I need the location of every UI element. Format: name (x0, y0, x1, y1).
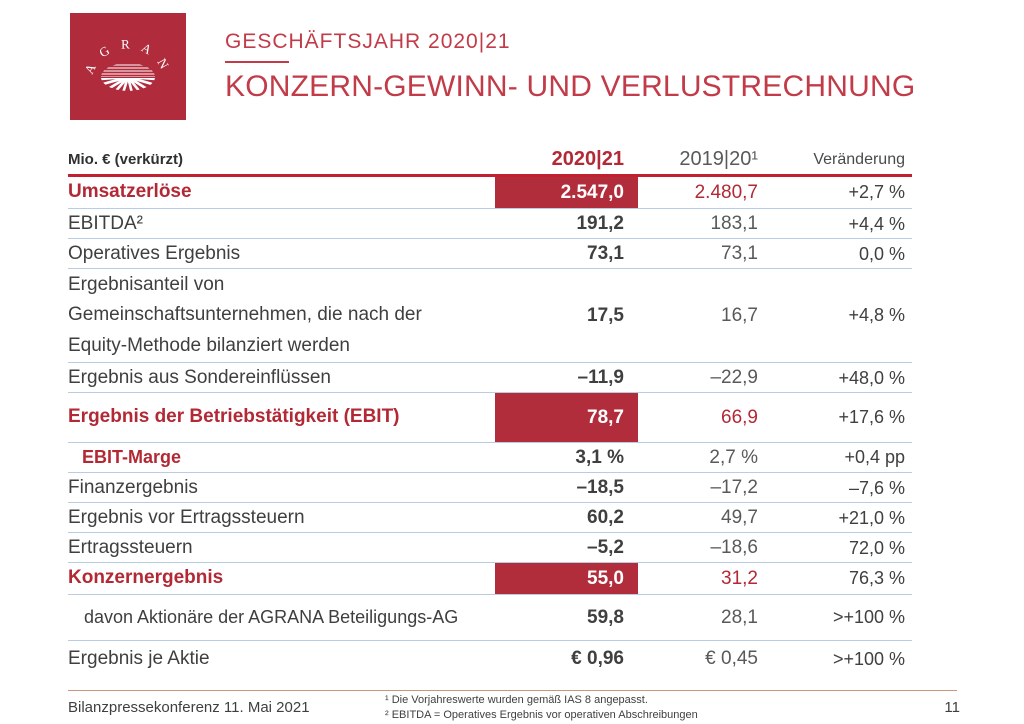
row-label: davon Aktionäre der AGRANA Beteiligungs-… (84, 607, 459, 628)
table-row: EBIT-Marge 3,1 % 2,7 % +0,4 pp (68, 443, 912, 473)
footnotes: ¹ Die Vorjahreswerte wurden gemäß IAS 8 … (385, 693, 698, 723)
row-value-2021: –11,9 (577, 367, 625, 389)
row-change: >+100 % (832, 648, 905, 669)
income-statement-table: Mio. € (verkürzt) 2020|21 2019|20¹ Verän… (68, 145, 912, 677)
row-value-2021: 17,5 (587, 304, 624, 326)
row-change: 0,0 % (858, 243, 905, 264)
page-number: 11 (944, 699, 960, 716)
table-row: davon Aktionäre der AGRANA Beteiligungs-… (68, 595, 912, 641)
row-value-2021: € 0,96 (571, 648, 624, 669)
page-title: KONZERN-GEWINN- UND VERLUSTRECHNUNG (225, 70, 916, 103)
logo-background (70, 13, 186, 120)
table-row: Operatives Ergebnis 73,1 73,1 0,0 % (68, 239, 912, 269)
row-label: Umsatzerlöse (68, 181, 192, 203)
row-change: >+100 % (832, 607, 905, 627)
row-value-2021: 3,1 % (575, 446, 624, 468)
row-change: 72,0 % (848, 537, 905, 558)
row-value-2021: 2.547,0 (495, 177, 638, 208)
row-value-2021: 73,1 (587, 243, 624, 265)
row-change: +2,7 % (848, 182, 905, 202)
table-row: Konzernergebnis 55,0 31,2 76,3 % (68, 563, 912, 595)
row-value-2020: 2.480,7 (694, 181, 758, 203)
table-row: Umsatzerlöse 2.547,0 2.480,7 +2,7 % (68, 177, 912, 209)
row-value-2021: –5,2 (587, 537, 624, 559)
row-change: +0,4 pp (844, 447, 905, 467)
row-value-2020: 31,2 (721, 567, 758, 589)
row-value-2020: 16,7 (721, 304, 758, 326)
subtitle-underline (225, 61, 289, 63)
row-change: –7,6 % (848, 477, 905, 498)
agrana-logo: A G R A N A (70, 13, 186, 120)
row-value-2020: –18,6 (710, 537, 758, 559)
row-value-2020: 183,1 (710, 213, 758, 235)
row-label: Ergebnis je Aktie (68, 647, 210, 669)
table-row: Ergebnis vor Ertragssteuern 60,2 49,7 +2… (68, 503, 912, 533)
row-change: +17,6 % (838, 407, 905, 427)
row-value-2021: 55,0 (495, 563, 638, 594)
row-label: EBIT-Marge (82, 447, 182, 468)
row-value-2021: 78,7 (495, 393, 638, 442)
row-label: Ergebnis der Betriebstätigkeit (EBIT) (68, 406, 400, 428)
row-value-2020: 28,1 (721, 606, 758, 628)
footer-divider (68, 690, 957, 691)
row-label: Ergebnis aus Sondereinflüssen (68, 367, 332, 388)
table-row: Finanzergebnis –18,5 –17,2 –7,6 % (68, 473, 912, 503)
row-value-2020: 73,1 (721, 243, 758, 265)
row-value-2020: € 0,45 (705, 648, 758, 669)
table-row: Ergebnisanteil von Gemeinschaftsunterneh… (68, 269, 912, 363)
row-change: +48,0 % (838, 367, 905, 388)
table-row: Ergebnis je Aktie € 0,96 € 0,45 >+100 % (68, 641, 912, 677)
row-value-2020: –17,2 (710, 477, 758, 499)
row-value-2021: 60,2 (587, 507, 624, 529)
row-change: +21,0 % (838, 507, 905, 528)
row-value-2020: 2,7 % (709, 446, 758, 468)
table-row: EBITDA² 191,2 183,1 +4,4 % (68, 209, 912, 239)
column-header-2020-21: 2020|21 (551, 148, 624, 170)
row-change: 76,3 % (848, 568, 905, 588)
slide-subtitle: GESCHÄFTSJAHR 2020|21 (225, 30, 511, 53)
row-value-2021: 59,8 (587, 606, 624, 628)
footnote-2: ² EBITDA = Operatives Ergebnis vor opera… (385, 708, 698, 721)
row-label: Konzernergebnis (68, 567, 224, 589)
row-value-2020: 66,9 (721, 406, 758, 428)
income-table-body: Umsatzerlöse 2.547,0 2.480,7 +2,7 % EBIT… (68, 177, 912, 677)
row-label: Ertragssteuern (68, 537, 193, 558)
table-row: Ertragssteuern –5,2 –18,6 72,0 % (68, 533, 912, 563)
column-header-change: Veränderung (813, 150, 905, 168)
row-label: Operatives Ergebnis (68, 243, 241, 264)
footnote-1: ¹ Die Vorjahreswerte wurden gemäß IAS 8 … (385, 694, 648, 706)
row-change: +4,8 % (848, 305, 905, 325)
table-row: Ergebnis der Betriebstätigkeit (EBIT) 78… (68, 393, 912, 443)
table-row: Ergebnis aus Sondereinflüssen –11,9 –22,… (68, 363, 912, 393)
row-label: EBITDA² (68, 213, 143, 234)
row-value-2021: –18,5 (576, 477, 624, 499)
column-header-2019-20: 2019|20¹ (679, 148, 758, 170)
row-value-2021: 191,2 (576, 213, 624, 235)
footer-event-label: Bilanzpressekonferenz 11. Mai 2021 (68, 699, 310, 716)
row-value-2020: 49,7 (721, 507, 758, 529)
title-block: GESCHÄFTSJAHR 2020|21 KONZERN-GEWINN- UN… (225, 30, 915, 104)
logo-field-icon (101, 64, 155, 91)
table-header-row: Mio. € (verkürzt) 2020|21 2019|20¹ Verän… (68, 145, 912, 177)
row-label: Finanzergebnis (68, 477, 198, 498)
row-value-2020: –22,9 (710, 367, 758, 389)
row-label: Ergebnisanteil von Gemeinschaftsunterneh… (68, 273, 422, 356)
column-header-unit: Mio. € (verkürzt) (68, 151, 184, 168)
row-label: Ergebnis vor Ertragssteuern (68, 507, 305, 528)
row-change: +4,4 % (848, 213, 905, 234)
